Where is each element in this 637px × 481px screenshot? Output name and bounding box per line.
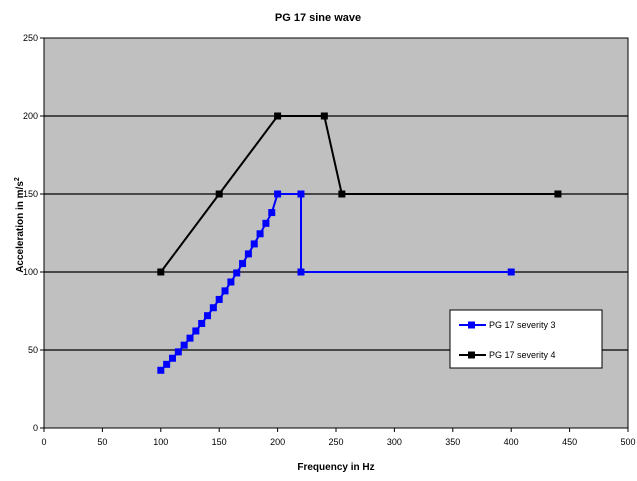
x-tick-label: 150: [212, 437, 227, 447]
series-1-point: [227, 278, 234, 285]
series-1-point: [245, 250, 252, 257]
x-tick-label: 450: [562, 437, 577, 447]
x-tick-label: 0: [41, 437, 46, 447]
y-axis-label-superscript: 2: [14, 177, 21, 181]
x-tick-label: 50: [97, 437, 107, 447]
y-axis-label-text: Acceleration in m/s: [15, 181, 26, 273]
series-2-point: [338, 191, 345, 198]
series-1-point: [508, 269, 515, 276]
series-2-point: [216, 191, 223, 198]
series-1-point: [169, 355, 176, 362]
chart-title: PG 17 sine wave: [275, 12, 361, 24]
legend: PG 17 severity 3 PG 17 severity 4: [450, 310, 602, 368]
x-tick-label: 200: [270, 437, 285, 447]
series-1-point: [251, 240, 258, 247]
x-tick-label: 300: [387, 437, 402, 447]
plot-area: [44, 38, 628, 428]
series-1-point: [239, 260, 246, 267]
series-1-point: [204, 312, 211, 319]
legend-label-severity-3: PG 17 severity 3: [489, 320, 556, 330]
y-tick-label: 200: [23, 111, 38, 121]
legend-marker-severity-3: [468, 322, 475, 329]
x-tick-label: 400: [504, 437, 519, 447]
series-1-point: [262, 220, 269, 227]
series-2-point: [274, 113, 281, 120]
series-2-point: [554, 191, 561, 198]
series-1-point: [181, 342, 188, 349]
x-tick-label: 250: [328, 437, 343, 447]
x-tick-label: 500: [620, 437, 635, 447]
series-1-point: [163, 361, 170, 368]
x-tick-label: 100: [153, 437, 168, 447]
series-1-point: [233, 269, 240, 276]
legend-label-severity-4: PG 17 severity 4: [489, 350, 556, 360]
y-tick-label: 250: [23, 33, 38, 43]
series-1-point: [274, 191, 281, 198]
x-tick-label: 350: [445, 437, 460, 447]
series-1-point: [216, 296, 223, 303]
series-1-point: [175, 348, 182, 355]
series-1-point: [297, 269, 304, 276]
series-1-point: [222, 287, 229, 294]
series-1-point: [257, 230, 264, 237]
x-axis-label: Frequency in Hz: [297, 462, 374, 473]
y-tick-label: 0: [33, 423, 38, 433]
series-1-point: [198, 320, 205, 327]
series-1-point: [268, 209, 275, 216]
series-2-point: [157, 269, 164, 276]
y-axis-label: Acceleration in m/s2: [14, 177, 26, 273]
series-1-point: [187, 335, 194, 342]
series-1-point: [192, 327, 199, 334]
series-1-point: [297, 191, 304, 198]
y-tick-label: 50: [28, 345, 38, 355]
series-2-point: [321, 113, 328, 120]
legend-marker-severity-4: [468, 352, 475, 359]
series-1-point: [210, 304, 217, 311]
